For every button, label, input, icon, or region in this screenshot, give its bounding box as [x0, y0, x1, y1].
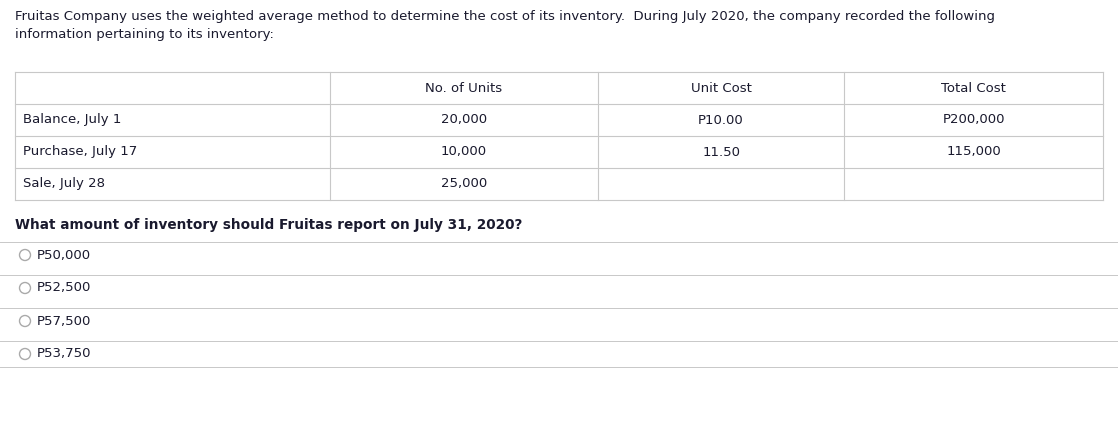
Text: Purchase, July 17: Purchase, July 17: [22, 145, 136, 159]
Text: Sale, July 28: Sale, July 28: [22, 178, 105, 190]
Text: P57,500: P57,500: [37, 315, 91, 327]
Text: P53,750: P53,750: [37, 348, 91, 360]
Text: P200,000: P200,000: [942, 114, 1005, 126]
Text: Unit Cost: Unit Cost: [691, 81, 751, 95]
Text: Balance, July 1: Balance, July 1: [22, 114, 121, 126]
Text: 25,000: 25,000: [440, 178, 487, 190]
Text: 115,000: 115,000: [947, 145, 1001, 159]
Text: Total Cost: Total Cost: [941, 81, 1006, 95]
Text: P50,000: P50,000: [37, 248, 91, 262]
Text: 11.50: 11.50: [702, 145, 740, 159]
Text: What amount of inventory should Fruitas report on July 31, 2020?: What amount of inventory should Fruitas …: [15, 218, 522, 232]
Text: P10.00: P10.00: [699, 114, 743, 126]
Text: No. of Units: No. of Units: [426, 81, 502, 95]
Text: information pertaining to its inventory:: information pertaining to its inventory:: [15, 28, 274, 41]
Text: 20,000: 20,000: [440, 114, 487, 126]
Text: P52,500: P52,500: [37, 282, 91, 295]
Text: Fruitas Company uses the weighted average method to determine the cost of its in: Fruitas Company uses the weighted averag…: [15, 10, 995, 23]
Text: 10,000: 10,000: [440, 145, 487, 159]
